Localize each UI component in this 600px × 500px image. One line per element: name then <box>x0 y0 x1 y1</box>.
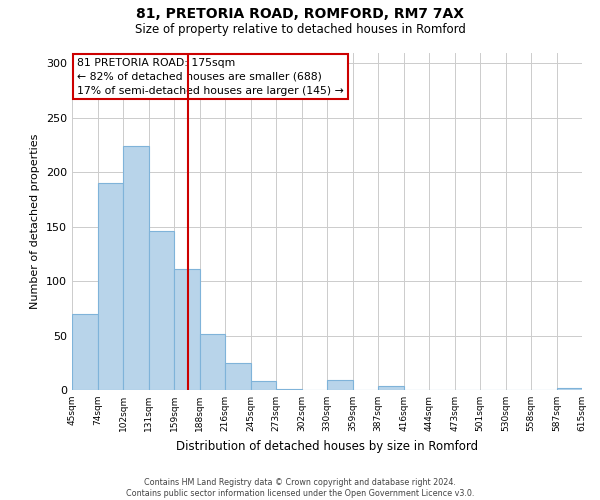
Text: Size of property relative to detached houses in Romford: Size of property relative to detached ho… <box>134 22 466 36</box>
X-axis label: Distribution of detached houses by size in Romford: Distribution of detached houses by size … <box>176 440 478 452</box>
Bar <box>200 334 225 390</box>
Bar <box>98 183 123 390</box>
Bar <box>557 388 582 390</box>
Bar <box>174 269 200 390</box>
Bar <box>327 380 353 390</box>
Bar <box>149 231 174 390</box>
Bar <box>225 363 251 390</box>
Bar <box>123 146 149 390</box>
Bar <box>378 386 404 390</box>
Text: Contains HM Land Registry data © Crown copyright and database right 2024.
Contai: Contains HM Land Registry data © Crown c… <box>126 478 474 498</box>
Bar <box>276 389 302 390</box>
Text: 81 PRETORIA ROAD: 175sqm
← 82% of detached houses are smaller (688)
17% of semi-: 81 PRETORIA ROAD: 175sqm ← 82% of detach… <box>77 58 344 96</box>
Text: 81, PRETORIA ROAD, ROMFORD, RM7 7AX: 81, PRETORIA ROAD, ROMFORD, RM7 7AX <box>136 8 464 22</box>
Bar <box>251 382 276 390</box>
Y-axis label: Number of detached properties: Number of detached properties <box>31 134 40 309</box>
Bar <box>72 314 98 390</box>
